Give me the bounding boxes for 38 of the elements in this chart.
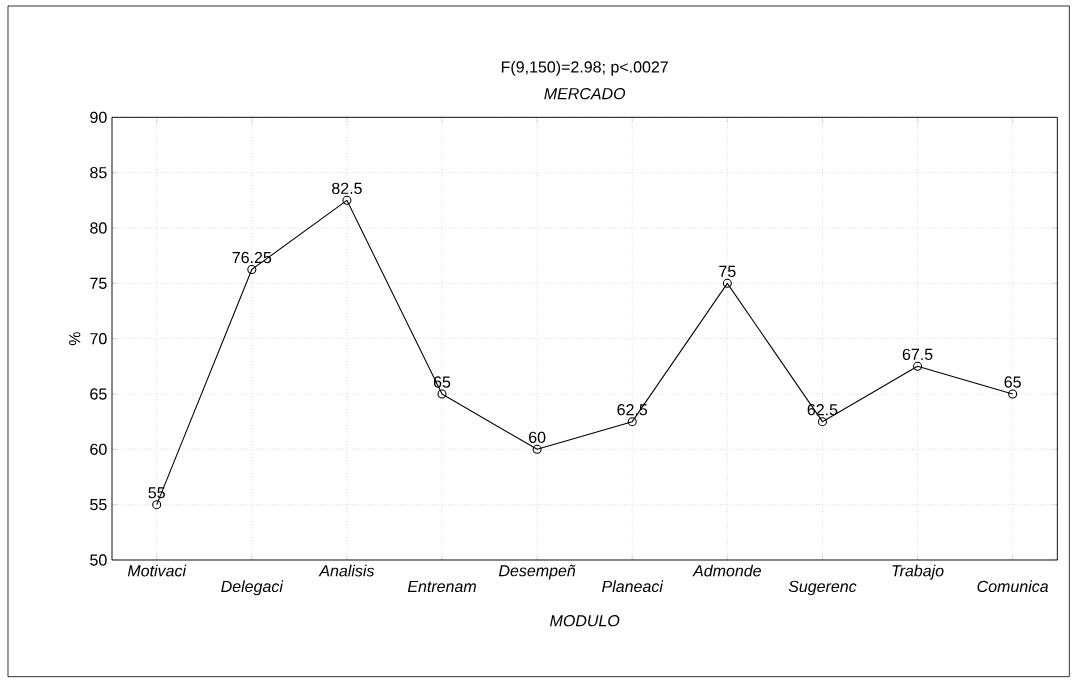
x-tick-label: Sugerenc xyxy=(788,580,857,596)
point xyxy=(913,361,923,371)
point xyxy=(627,417,637,427)
data-label: 67.5 xyxy=(902,348,933,361)
y-tick-label: 65 xyxy=(90,388,107,400)
x-tick-label: Motivaci xyxy=(127,564,187,577)
point xyxy=(532,444,542,454)
point xyxy=(817,417,827,427)
data-label: 60 xyxy=(529,431,546,444)
x-tick-label: Comunica xyxy=(977,580,1049,593)
x-tick-label: Admonde xyxy=(692,564,761,577)
point xyxy=(152,500,162,510)
point xyxy=(1008,389,1018,399)
y-tick-label: 60 xyxy=(90,443,107,455)
y-tick-label: 80 xyxy=(90,222,107,234)
point xyxy=(722,278,732,288)
point xyxy=(247,264,257,275)
y-axis-title: % xyxy=(69,332,81,346)
chart-subtitle: MERCADO xyxy=(544,87,626,100)
data-label: 82.5 xyxy=(332,182,362,195)
point xyxy=(437,389,447,399)
y-tick-label: 55 xyxy=(90,499,107,511)
data-label: 75 xyxy=(719,265,736,278)
x-tick-label: Analisis xyxy=(318,564,375,577)
y-tick-label: 50 xyxy=(90,554,107,566)
data-label: 65 xyxy=(1004,376,1021,388)
y-tick-label: 85 xyxy=(90,167,107,179)
x-tick-label: Desempeñ xyxy=(498,564,576,580)
x-axis-title: MODULO xyxy=(550,615,620,627)
y-tick-label: 90 xyxy=(90,111,107,123)
point xyxy=(342,195,352,205)
x-tick-label: Trabajo xyxy=(892,564,944,580)
x-tick-label: Delegaci xyxy=(221,580,284,596)
x-tick-label: Planeaci xyxy=(602,580,664,593)
x-tick-label: Entrenam xyxy=(407,580,476,593)
chart-title: F(9,150)=2.98; p<.0027 xyxy=(501,60,668,76)
y-tick-label: 70 xyxy=(90,333,107,345)
y-tick-label: 75 xyxy=(90,277,107,289)
